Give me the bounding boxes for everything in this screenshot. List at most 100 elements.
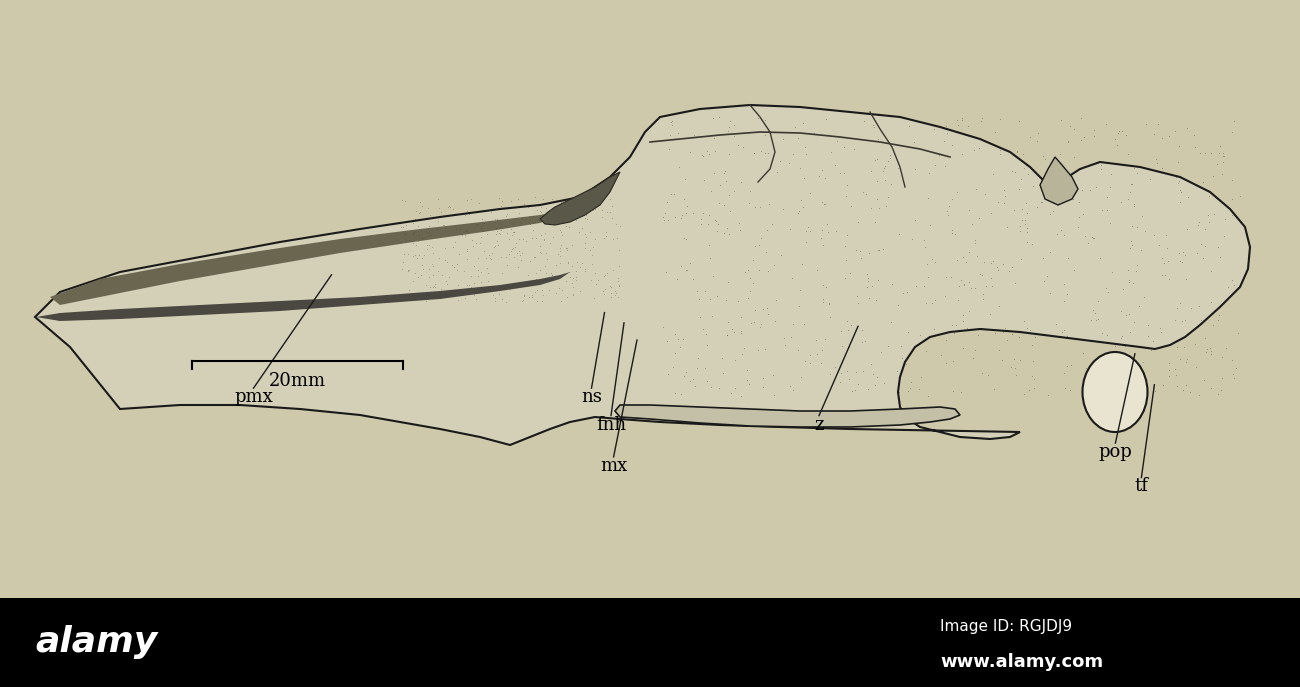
Point: [422, 282, 443, 293]
Point: [946, 115, 967, 126]
Point: [1100, 168, 1121, 179]
Point: [486, 225, 507, 236]
Point: [403, 218, 424, 229]
Point: [524, 251, 545, 262]
Point: [853, 116, 874, 127]
Point: [581, 275, 602, 286]
Point: [781, 331, 802, 342]
Point: [913, 235, 933, 246]
Point: [1119, 326, 1140, 337]
Point: [552, 285, 573, 296]
Point: [575, 213, 595, 224]
Point: [858, 292, 879, 303]
Point: [942, 356, 963, 367]
Point: [1067, 221, 1088, 232]
Point: [738, 378, 759, 389]
Point: [504, 217, 525, 228]
Point: [447, 279, 468, 290]
Point: [489, 228, 510, 239]
Point: [407, 253, 428, 264]
Point: [532, 284, 552, 295]
Point: [550, 227, 571, 238]
Point: [988, 264, 1009, 275]
Point: [497, 260, 517, 271]
Point: [673, 233, 694, 244]
Point: [430, 284, 451, 295]
Point: [664, 388, 685, 399]
Point: [724, 131, 745, 142]
Point: [810, 233, 831, 244]
Point: [1110, 196, 1131, 207]
Point: [1078, 237, 1098, 248]
Point: [555, 203, 576, 214]
Point: [897, 385, 918, 396]
Point: [572, 210, 593, 221]
Point: [654, 214, 675, 225]
Point: [1176, 122, 1197, 133]
Point: [716, 330, 737, 341]
Point: [494, 283, 515, 294]
Point: [602, 264, 623, 275]
Point: [783, 319, 803, 330]
Point: [702, 271, 723, 282]
Point: [800, 350, 820, 361]
Point: [477, 284, 498, 295]
Point: [750, 202, 771, 213]
Point: [1108, 127, 1128, 138]
Point: [724, 355, 745, 366]
Point: [569, 286, 590, 297]
Point: [540, 238, 560, 249]
Point: [533, 290, 554, 301]
Point: [481, 206, 502, 217]
Point: [961, 218, 982, 229]
Point: [884, 147, 905, 158]
Point: [958, 305, 979, 316]
Point: [718, 125, 738, 136]
Point: [604, 290, 625, 301]
Point: [1086, 315, 1106, 326]
Point: [878, 341, 898, 352]
Point: [485, 295, 506, 306]
Point: [1208, 388, 1228, 399]
Point: [750, 322, 771, 333]
Point: [1138, 330, 1158, 341]
Point: [542, 201, 563, 212]
Point: [1218, 282, 1239, 293]
Point: [1058, 253, 1079, 264]
Point: [462, 194, 482, 205]
Point: [1017, 323, 1037, 334]
Point: [581, 258, 602, 269]
Point: [402, 229, 422, 240]
Point: [432, 269, 452, 280]
Point: [1063, 152, 1084, 163]
Point: [433, 210, 454, 221]
Point: [928, 150, 949, 161]
Point: [456, 195, 477, 206]
Point: [462, 282, 482, 293]
Point: [1071, 113, 1092, 124]
Point: [1188, 301, 1209, 312]
Point: [1112, 331, 1132, 342]
Point: [1201, 265, 1222, 276]
Point: [420, 282, 441, 293]
Point: [556, 243, 577, 254]
Point: [980, 273, 1001, 284]
Point: [846, 291, 867, 302]
Point: [1063, 264, 1084, 275]
Point: [1113, 360, 1134, 371]
Point: [526, 205, 547, 216]
Point: [523, 210, 543, 221]
Point: [753, 372, 774, 383]
Point: [1190, 148, 1210, 159]
Point: [1034, 275, 1054, 286]
Point: [481, 247, 502, 258]
Point: [812, 296, 833, 307]
Point: [871, 347, 892, 358]
Point: [1096, 283, 1117, 294]
Point: [784, 122, 805, 133]
Point: [656, 335, 677, 346]
Point: [1170, 353, 1191, 364]
Point: [1057, 361, 1078, 372]
Point: [491, 203, 512, 214]
Point: [455, 230, 476, 241]
